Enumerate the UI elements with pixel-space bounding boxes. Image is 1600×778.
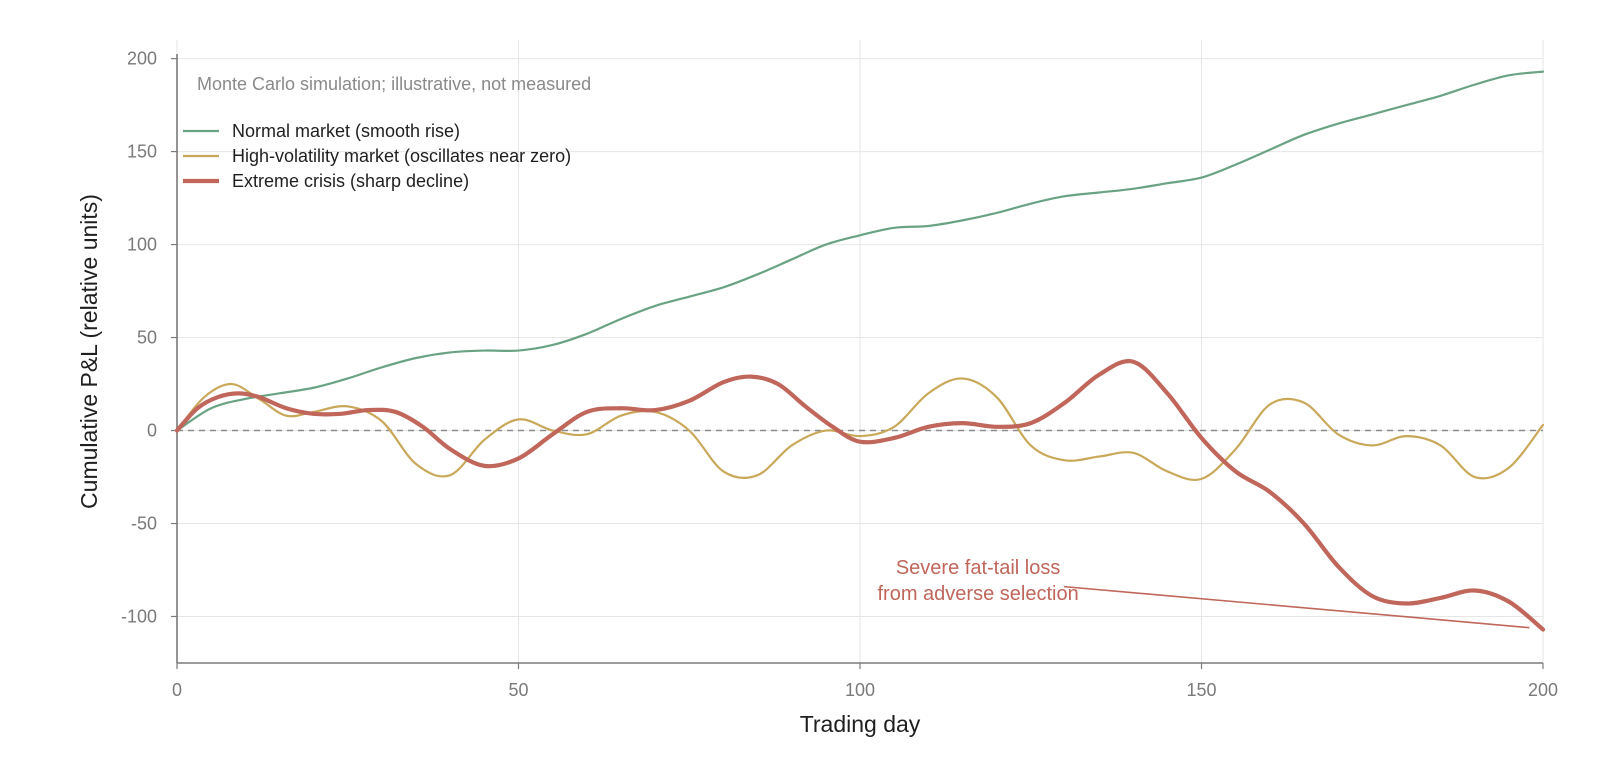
annotation-arrow [1063,585,1530,629]
x-tick-label: 150 [1186,680,1216,700]
annotation-group: Severe fat-tail loss from adverse selecti… [878,557,1530,629]
x-tick-label: 200 [1528,680,1558,700]
legend-label-crisis: Extreme crisis (sharp decline) [232,171,469,191]
x-tick-label: 100 [845,680,875,700]
gridlines [176,40,1544,663]
x-tick-label: 50 [508,680,528,700]
y-tick-label: 150 [127,142,157,162]
y-tick-label: 0 [147,421,157,441]
y-tick-label: 200 [127,49,157,69]
simulation-note: Monte Carlo simulation; illustrative, no… [197,74,591,94]
legend-label-volatile: High-volatility market (oscillates near … [232,146,571,166]
series-line-crisis [174,359,1546,632]
legend-label-normal: Normal market (smooth rise) [232,121,460,141]
y-tick-label: 100 [127,235,157,255]
y-axis-label: Cumulative P&L (relative units) [76,194,102,509]
annotation-text-line: Severe fat-tail loss [896,557,1061,579]
series-lines [174,70,1546,632]
x-axis-label: Trading day [800,711,921,737]
legend: Normal market (smooth rise) High-volatili… [183,121,571,191]
y-tick-label: -50 [131,514,157,534]
axes: 0 50 100 150 200 -100 -50 0 50 100 150 200 [121,49,1558,700]
x-tick-label: 0 [172,680,182,700]
series-line-normal [175,70,1545,432]
annotation-text-line: from adverse selection [878,583,1079,605]
y-tick-label: 50 [137,328,157,348]
y-tick-label: -100 [121,607,157,627]
